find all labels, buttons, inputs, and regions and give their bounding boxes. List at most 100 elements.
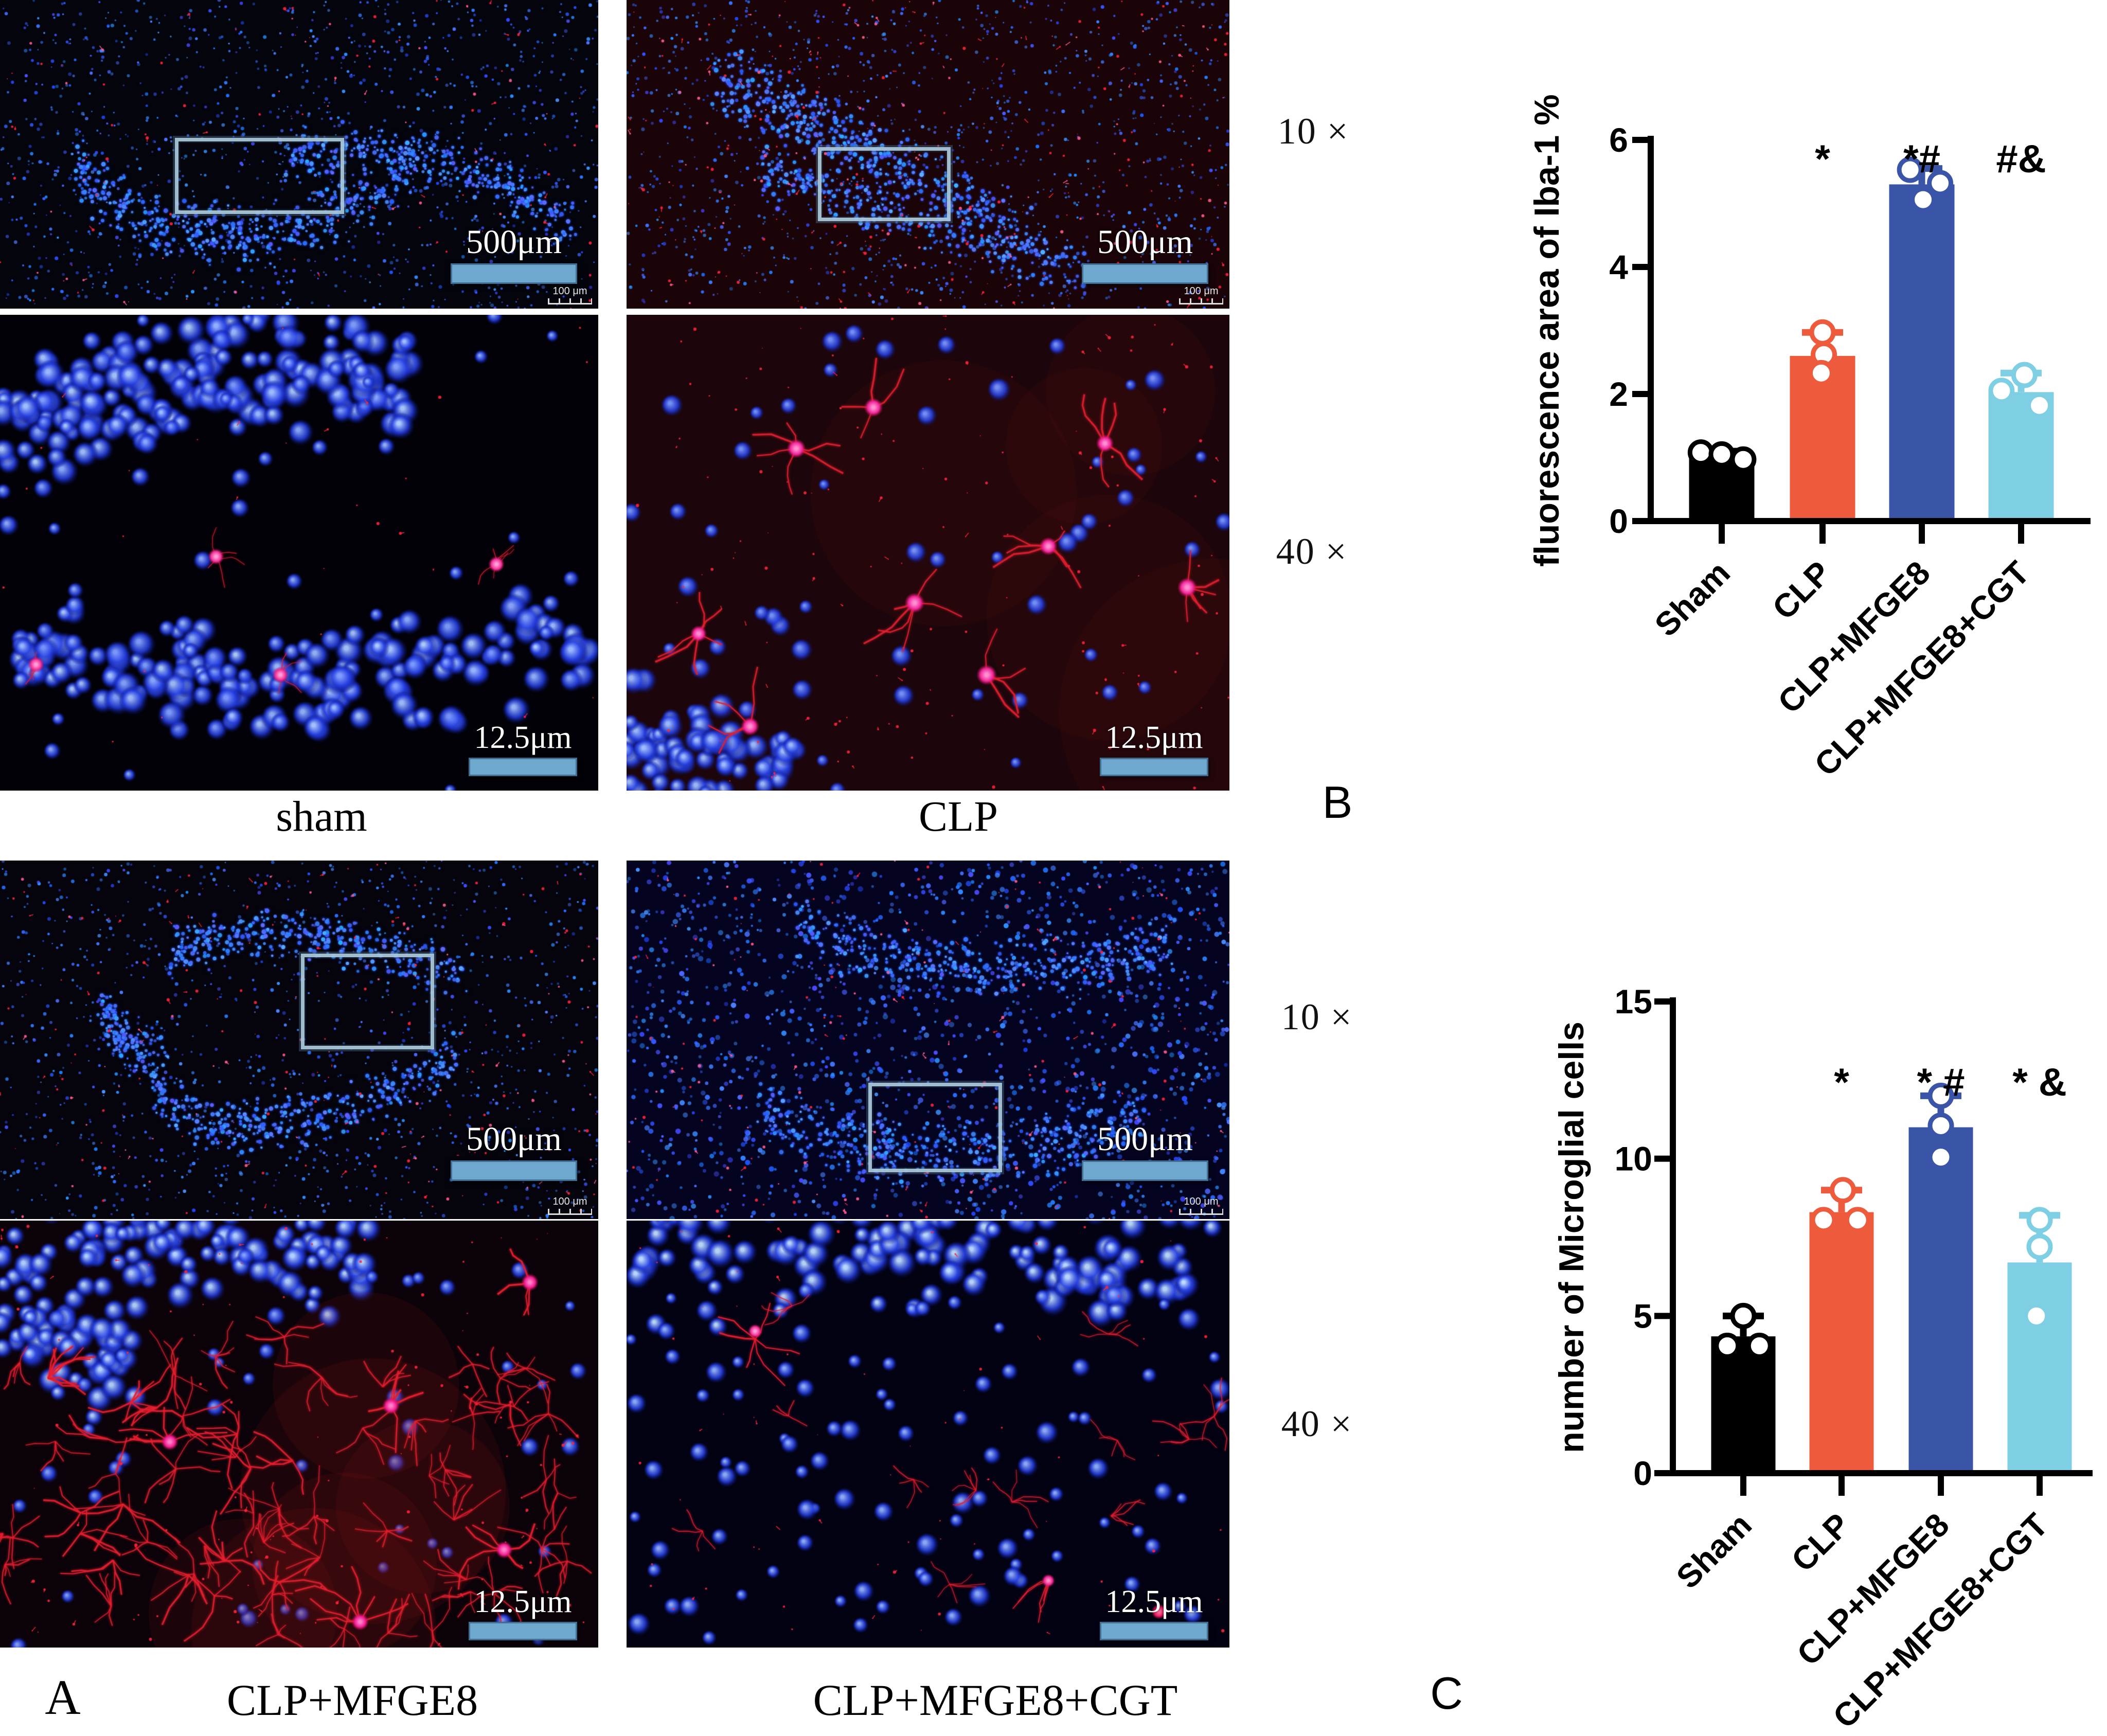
clp-mfge8-40x-canvas bbox=[0, 1221, 598, 1648]
scalebar-bar bbox=[1082, 1160, 1208, 1181]
clp-mfge8-cgt-40x-canvas bbox=[627, 1221, 1229, 1648]
scalebar-bar bbox=[1100, 758, 1208, 776]
mini-scale-label: 100 μm bbox=[1184, 1196, 1219, 1207]
data-point bbox=[1809, 319, 1836, 346]
scalebar-bar bbox=[1082, 263, 1208, 284]
data-point bbox=[1988, 378, 2015, 404]
mini-scale-ruler bbox=[1179, 1209, 1223, 1215]
panel-letter-a: A bbox=[45, 1670, 81, 1725]
mini-scale: 100 μm bbox=[1179, 285, 1223, 305]
data-point bbox=[1687, 439, 1714, 466]
significance-annotation: * bbox=[1815, 137, 1830, 181]
scalebar-500um: 500μm bbox=[451, 1122, 577, 1181]
bar-CLP+MFGE8 bbox=[1908, 1127, 1973, 1473]
clp-10x-canvas bbox=[627, 0, 1229, 309]
sham-40x-canvas bbox=[0, 315, 598, 791]
y-tick-label: 2 bbox=[1609, 375, 1628, 413]
data-point bbox=[1927, 170, 1954, 196]
mini-scale-label: 100 μm bbox=[1184, 285, 1219, 297]
significance-annotation: *# bbox=[1903, 137, 1940, 181]
data-point bbox=[1730, 1302, 1757, 1329]
scalebar-label: 500μm bbox=[466, 223, 562, 261]
data-point bbox=[1708, 441, 1735, 468]
sham-10x-canvas bbox=[0, 0, 598, 309]
scalebar-bar bbox=[469, 758, 577, 776]
x-category-label: CLP bbox=[1784, 1506, 1856, 1579]
scalebar-label: 12.5μm bbox=[474, 720, 572, 755]
scalebar-label: 12.5μm bbox=[1105, 1584, 1203, 1619]
magnification-40x-bottom: 40 × bbox=[1281, 1403, 1353, 1444]
scalebar-12um: 12.5μm bbox=[469, 722, 577, 776]
data-point bbox=[1808, 360, 1834, 386]
data-point bbox=[1830, 1177, 1856, 1204]
roi-box bbox=[818, 147, 951, 221]
bar-CLP+MFGE8 bbox=[1889, 184, 1955, 521]
data-point bbox=[2023, 1302, 2050, 1329]
scalebar-12um: 12.5μm bbox=[1100, 1586, 1208, 1640]
scalebar-bar bbox=[1100, 1622, 1208, 1640]
clp-10x-micrograph: 500μm 100 μm bbox=[627, 0, 1229, 309]
data-point bbox=[1844, 1207, 1871, 1233]
y-tick-label: 4 bbox=[1609, 248, 1628, 286]
mini-scale: 100 μm bbox=[548, 1196, 592, 1215]
sham-40x-micrograph: 12.5μm bbox=[0, 315, 598, 791]
sham-10x-micrograph: 500μm 100 μm bbox=[0, 0, 598, 309]
data-point bbox=[1927, 1112, 1954, 1139]
caption-clp: CLP bbox=[918, 793, 998, 840]
magnification-10x-top: 10 × bbox=[1277, 111, 1349, 152]
significance-annotation: * # bbox=[1917, 1061, 1965, 1104]
clp-mfge8-cgt-40x-micrograph: 12.5μm bbox=[627, 1221, 1229, 1648]
scalebar-bar bbox=[469, 1622, 577, 1640]
mini-scale: 100 μm bbox=[1179, 1196, 1223, 1215]
roi-box bbox=[301, 954, 434, 1049]
magnification-10x-bottom: 10 × bbox=[1281, 996, 1353, 1037]
scalebar-label: 12.5μm bbox=[474, 1584, 572, 1619]
caption-clp-mfge8: CLP+MFGE8 bbox=[226, 1675, 478, 1725]
data-point bbox=[2026, 392, 2053, 419]
scalebar-500um: 500μm bbox=[1082, 225, 1208, 284]
data-point bbox=[1897, 156, 1923, 183]
clp-40x-micrograph: 12.5μm bbox=[627, 315, 1229, 791]
data-point bbox=[1810, 1207, 1837, 1233]
data-point bbox=[1730, 446, 1757, 473]
data-point bbox=[2026, 1233, 2053, 1260]
roi-box bbox=[868, 1083, 1002, 1172]
y-axis-label: number of Microglial cells bbox=[1552, 1022, 1591, 1453]
bar-Sham bbox=[1711, 1336, 1776, 1473]
clp-mfge8-cgt-10x-micrograph: 500μm 100 μm bbox=[627, 861, 1229, 1219]
bar-CLP bbox=[1809, 1212, 1874, 1473]
scalebar-bar bbox=[451, 1160, 577, 1181]
data-point bbox=[2026, 1207, 2053, 1233]
mini-scale-ruler bbox=[1179, 298, 1223, 305]
scalebar-bar bbox=[451, 263, 577, 284]
scalebar-label: 12.5μm bbox=[1105, 720, 1203, 755]
scalebar-500um: 500μm bbox=[451, 225, 577, 284]
y-axis-label: fluorescence area of Iba-1 % bbox=[1527, 94, 1566, 566]
clp-mfge8-cgt-10x-canvas bbox=[627, 861, 1229, 1219]
y-tick-label: 0 bbox=[1609, 502, 1628, 540]
clp-mfge8-10x-micrograph: 500μm 100 μm bbox=[0, 861, 598, 1219]
data-point bbox=[1927, 1144, 1954, 1171]
x-category-label: CLP bbox=[1765, 554, 1837, 627]
scalebar-12um: 12.5μm bbox=[469, 1586, 577, 1640]
mini-scale: 100 μm bbox=[548, 285, 592, 305]
clp-40x-canvas bbox=[627, 315, 1229, 791]
magnification-40x-top: 40 × bbox=[1276, 531, 1348, 572]
caption-sham: sham bbox=[276, 793, 367, 840]
data-point bbox=[1714, 1332, 1741, 1359]
mini-scale-ruler bbox=[548, 298, 592, 305]
scalebar-label: 500μm bbox=[1097, 223, 1193, 261]
x-category-label: Sham bbox=[1648, 554, 1737, 643]
significance-annotation: * & bbox=[2012, 1061, 2067, 1104]
data-point bbox=[1746, 1332, 1773, 1359]
caption-clp-mfge8-cgt: CLP+MFGE8+CGT bbox=[813, 1675, 1178, 1725]
data-point bbox=[1927, 1082, 1954, 1109]
panel-letter-c: C bbox=[1430, 1668, 1463, 1719]
y-tick-label: 5 bbox=[1633, 1297, 1652, 1335]
data-point bbox=[2011, 362, 2038, 388]
y-tick-label: 0 bbox=[1633, 1454, 1652, 1492]
clp-mfge8-40x-micrograph: 12.5μm bbox=[0, 1221, 598, 1648]
